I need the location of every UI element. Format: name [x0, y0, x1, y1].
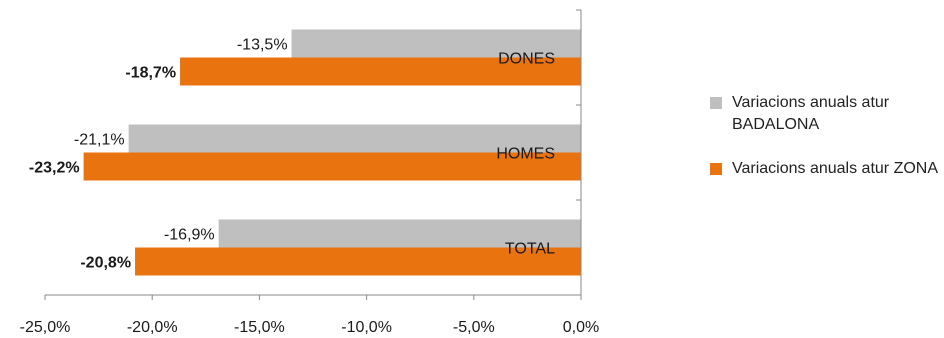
- legend-swatch-badalona: [710, 97, 722, 109]
- data-label-total-zona: -20,8%: [80, 255, 131, 272]
- x-tick-label: 0,0%: [563, 319, 599, 336]
- data-label-dones-badalona: -13,5%: [237, 37, 288, 54]
- axis-layer: [44, 9, 582, 300]
- legend-item-badalona: Variacions anuals atur BADALONA: [710, 92, 944, 136]
- legend-label-badalona: Variacions anuals atur BADALONA: [732, 94, 890, 133]
- category-label-homes: HOMES: [496, 146, 555, 163]
- legend-item-zona: Variacions anuals atur ZONA: [710, 158, 944, 180]
- data-label-dones-zona: -18,7%: [125, 65, 176, 82]
- bar-dones-badalona: [291, 29, 581, 58]
- x-tick-label: -15,0%: [234, 319, 285, 336]
- x-tick-label: -5,0%: [453, 319, 495, 336]
- bar-total-zona: [135, 247, 581, 276]
- category-label-dones: DONES: [498, 51, 555, 68]
- x-tick-label: -20,0%: [127, 319, 178, 336]
- labels-layer: -13,5% -18,7% DONES -21,1% -23,2% HOMES -16,9%…: [20, 37, 600, 337]
- data-label-homes-zona: -23,2%: [29, 160, 80, 177]
- category-label-total: TOTAL: [505, 241, 555, 258]
- data-label-homes-badalona: -21,1%: [74, 132, 125, 149]
- data-label-total-badalona: -16,9%: [164, 227, 215, 244]
- legend: Variacions anuals atur BADALONA Variacio…: [710, 92, 944, 202]
- x-tick-label: -25,0%: [20, 319, 71, 336]
- legend-label-zona: Variacions anuals atur ZONA: [732, 160, 939, 177]
- bars-layer: [83, 29, 581, 276]
- bar-total-badalona: [218, 219, 581, 248]
- bar-homes-zona: [83, 152, 581, 181]
- bar-dones-zona: [180, 57, 581, 86]
- bar-homes-badalona: [128, 124, 581, 153]
- legend-swatch-zona: [710, 163, 722, 175]
- x-tick-label: -10,0%: [341, 319, 392, 336]
